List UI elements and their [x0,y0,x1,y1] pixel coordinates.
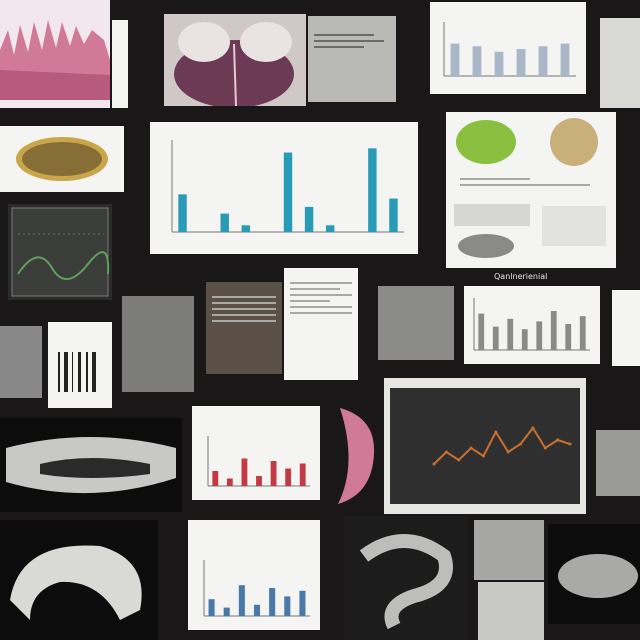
bone-xray-panel [0,520,158,640]
blue-bar-chart [188,520,320,630]
plot-area [390,388,580,504]
bar [254,605,260,616]
botany-figure-panel [446,112,616,268]
teal-bar-chart-panel [150,122,418,254]
specimen-panel [378,286,454,360]
line-chart-panel [384,378,586,514]
bar [451,44,460,76]
bar [212,471,218,486]
bar [522,329,528,350]
bottom-text-panel [478,582,544,640]
botany-figure [446,112,616,268]
bar [561,44,570,76]
bar [580,316,586,350]
seed-pod-image [0,126,124,192]
anatomy-image [164,14,306,106]
bar [284,153,292,232]
bar [178,194,186,232]
side-panel-top [600,18,640,108]
bone-ct-image [0,418,182,512]
bar [239,585,245,616]
bone-ct-panel [0,418,182,512]
bar [299,591,305,616]
bar [221,214,229,232]
bar [227,479,233,487]
teal-bar-chart [150,122,418,254]
anatomy-panel [164,14,306,106]
bar-chart-panel-top [430,2,586,94]
edge-panel [612,290,640,366]
barcode-image [48,322,112,408]
organism-panel [328,404,380,508]
small-grey-panel [0,326,42,398]
pod-scan-panel [548,524,640,624]
bar [368,148,376,232]
column-figure-panel [464,286,600,364]
bar [284,596,290,616]
waveform-image [8,204,112,300]
bar [517,49,526,76]
bar [209,599,215,616]
bar [224,608,230,616]
seed-pod-panel [0,126,124,192]
organism-image [328,404,380,508]
red-bar-chart [192,406,320,500]
bar [536,321,542,350]
bar [493,327,499,350]
grey-side-panel [596,430,640,496]
bone-xray-image [0,520,158,640]
headline-caption: Qanlnerienial [494,272,547,281]
grey-graph-panel [122,296,194,392]
barcode-panel [48,322,112,408]
bar [495,52,504,76]
bar [242,225,250,232]
bar [389,199,397,232]
text-document-panel [284,268,358,380]
bottom-grey-panel [474,520,544,580]
red-bar-chart-panel [192,406,320,500]
bar [271,461,277,486]
strip-panel [112,20,128,108]
bar [507,319,513,350]
bar [539,46,548,76]
coiled-structure-image [344,516,468,640]
bar [551,311,557,350]
blue-bar-chart-panel [188,520,320,630]
bar [565,324,571,350]
pink-tissue-image [0,0,110,108]
bar [242,459,248,487]
bar [473,46,482,76]
pod-scan-image [548,524,640,624]
coiled-structure-panel [344,516,468,640]
document-photo-panel [206,282,282,374]
bar [305,207,313,232]
grey-text-panel [308,16,396,102]
waveform-panel [8,204,112,300]
line-chart [384,378,586,514]
bar [478,314,484,350]
pink-tissue-panel [0,0,110,108]
bar [256,476,262,486]
bar [269,588,275,616]
column-figure [464,286,600,364]
bar [326,225,334,232]
bar-chart-top [430,2,586,94]
bar [285,469,291,487]
bar [300,464,306,487]
